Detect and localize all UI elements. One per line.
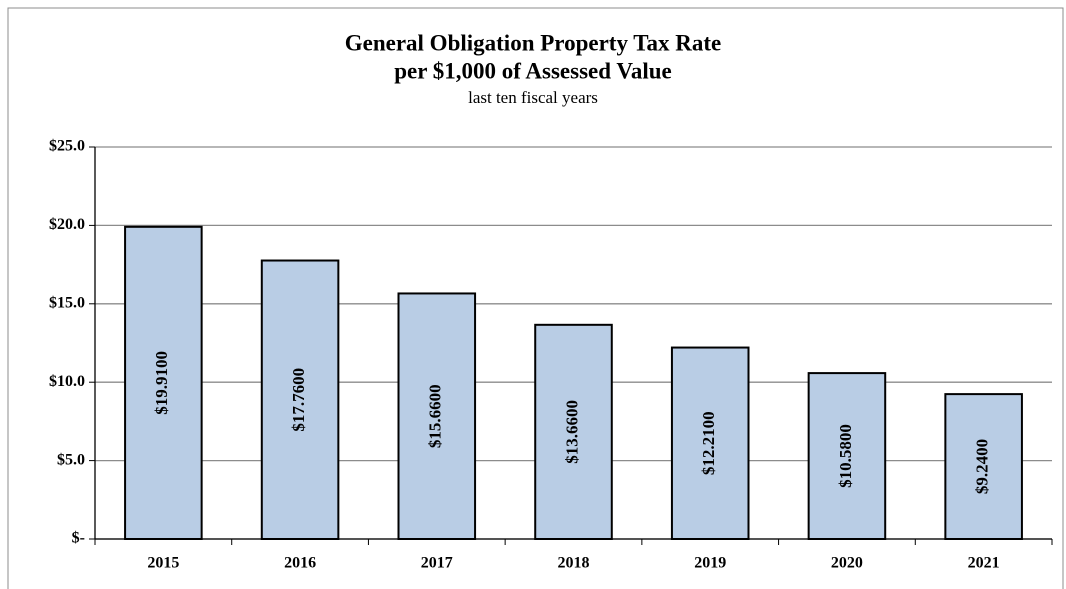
- y-tick-label: $5.0: [57, 451, 85, 468]
- chart-title: General Obligation Property Tax Rate: [345, 30, 722, 55]
- bar: [124, 225, 203, 541]
- bar: [807, 372, 887, 540]
- data-label: $19.9100: [152, 351, 171, 415]
- bar: [260, 259, 340, 540]
- y-tick-label: $25.0: [49, 138, 85, 155]
- y-tick-label: $15.0: [49, 294, 85, 311]
- bar: [670, 346, 750, 541]
- x-tick-label: 2015: [147, 555, 179, 572]
- data-label: $10.5800: [836, 424, 855, 488]
- x-tick-label: 2018: [558, 555, 590, 572]
- data-label: $13.6600: [562, 400, 581, 464]
- x-tick-label: 2021: [968, 555, 1000, 572]
- bar: [534, 323, 613, 540]
- chart-border: [7, 7, 1064, 589]
- chart-subtitle: last ten fiscal years: [468, 88, 598, 107]
- x-tick-label: 2019: [694, 555, 726, 572]
- chart-title-line2: per $1,000 of Assessed Value: [394, 58, 672, 83]
- y-tick-label: $10.0: [49, 373, 85, 390]
- x-tick-label: 2020: [831, 555, 863, 572]
- bar: [397, 292, 477, 540]
- data-label: $9.2400: [973, 439, 992, 494]
- bar: [944, 393, 1023, 540]
- data-label: $12.2100: [699, 411, 718, 475]
- data-label: $17.7600: [289, 368, 308, 432]
- x-tick-label: 2016: [284, 555, 316, 572]
- x-tick-label: 2017: [421, 555, 453, 572]
- data-label: $15.6600: [426, 384, 445, 448]
- y-tick-label: $20.0: [49, 216, 85, 233]
- y-tick-label: $-: [72, 530, 85, 547]
